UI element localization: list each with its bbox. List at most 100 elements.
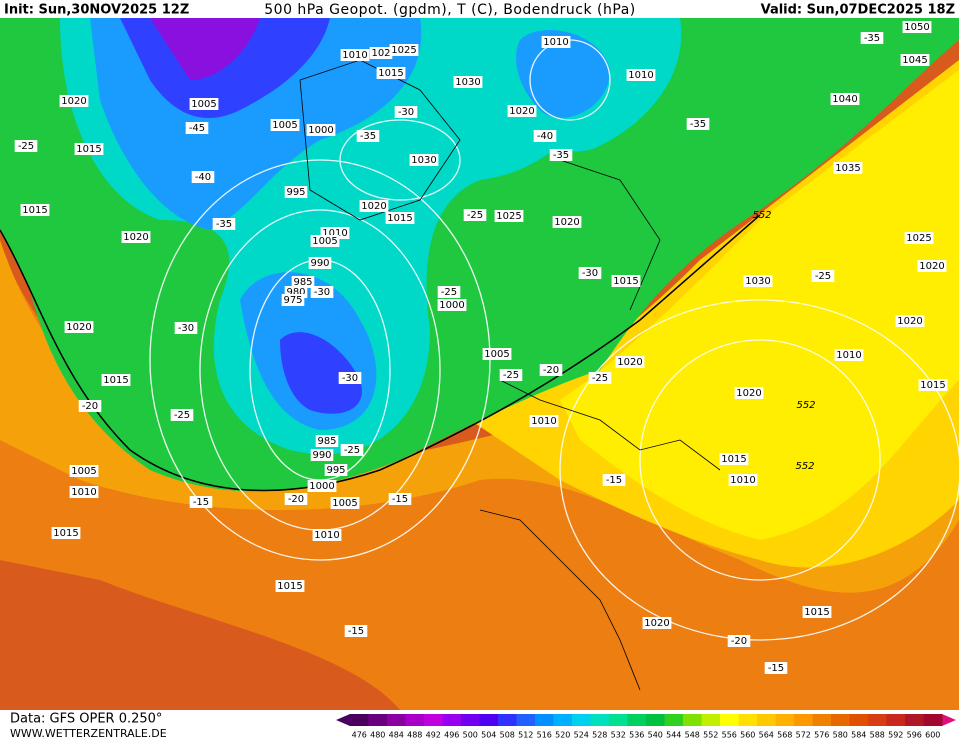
isobar-label: 102 bbox=[371, 48, 390, 59]
temperatures-label-bg bbox=[727, 635, 751, 647]
temperature-label: -35 bbox=[690, 119, 706, 130]
map-labels: 1010 102 102510151030101010101050104510401… bbox=[14, 21, 948, 674]
scale-cell bbox=[905, 714, 924, 726]
isobar-label: 1015 bbox=[387, 213, 412, 224]
isobars-label-bg bbox=[389, 44, 419, 56]
scale-cell bbox=[868, 714, 887, 726]
temperatures-label-bg bbox=[310, 286, 334, 298]
temperature-label: -40 bbox=[195, 172, 211, 183]
scale-label: 576 bbox=[814, 731, 829, 740]
isobars-label-bg bbox=[20, 204, 50, 216]
scale-cell bbox=[609, 714, 628, 726]
isobars-label-bg bbox=[552, 216, 582, 228]
color-scale: 476 480 484 488 492 496 500 504 508 512 516 520 524 5… bbox=[336, 714, 956, 740]
isobars-label-bg bbox=[900, 54, 930, 66]
site-name: WWW.WETTERZENTRALE.DE bbox=[10, 727, 167, 740]
isobars-label-bg bbox=[101, 374, 131, 386]
temperature-label: -25 bbox=[344, 445, 360, 456]
isobar-label: 1005 bbox=[191, 99, 216, 110]
temperatures-label-bg bbox=[170, 409, 194, 421]
temperatures-label-bg bbox=[284, 493, 308, 505]
isobars-label-bg bbox=[833, 162, 863, 174]
isobar-label: 1010 bbox=[836, 350, 861, 361]
temperatures-label-bg bbox=[14, 140, 38, 152]
isobars-label-bg bbox=[306, 124, 336, 136]
isobar-label: 1020 bbox=[361, 201, 386, 212]
isobar-label: 1015 bbox=[103, 375, 128, 386]
scale-cell bbox=[516, 714, 536, 726]
scale-label: 600 bbox=[925, 731, 940, 740]
isobar-label: 985 bbox=[293, 277, 312, 288]
scale-cell bbox=[590, 714, 610, 726]
temperature-label: -25 bbox=[18, 141, 34, 152]
isobar-label: 1015 bbox=[378, 68, 403, 79]
temperatures-label-bg bbox=[174, 322, 198, 334]
isobar-label: 975 bbox=[283, 295, 302, 306]
temperature-label: -45 bbox=[189, 123, 205, 134]
temperatures-label-bg bbox=[602, 474, 626, 486]
scale-label: 536 bbox=[629, 731, 644, 740]
isobar-label: 985 bbox=[317, 436, 336, 447]
isobar-label: 1000 bbox=[308, 125, 333, 136]
temperature-label: -30 bbox=[582, 268, 598, 279]
isobar-label: 1010 bbox=[342, 50, 367, 61]
isobar-label: 990 bbox=[310, 258, 329, 269]
isobars-label-bg bbox=[728, 474, 758, 486]
isobar-label: 1020 bbox=[66, 322, 91, 333]
temperatures-label-bg bbox=[185, 122, 209, 134]
isobars-label-bg bbox=[330, 497, 360, 509]
temperature-label: -25 bbox=[592, 373, 608, 384]
isobar-label: 1010 bbox=[543, 37, 568, 48]
scale-cell bbox=[535, 714, 554, 726]
scale-cell bbox=[405, 714, 425, 726]
scale-arrow-left bbox=[336, 714, 350, 726]
scale-label: 544 bbox=[666, 731, 681, 740]
isobars-label-bg bbox=[409, 154, 439, 166]
temperature-label: -15 bbox=[606, 475, 622, 486]
isobar-label: 1005 bbox=[71, 466, 96, 477]
isobar-label: 1050 bbox=[904, 22, 929, 33]
scale-cell bbox=[720, 714, 739, 726]
scale-cell bbox=[923, 714, 943, 726]
scale-cell bbox=[627, 714, 647, 726]
temperatures-label-bg bbox=[463, 209, 487, 221]
isobars-label-bg bbox=[904, 232, 934, 244]
isobar-label: 1020 bbox=[509, 106, 534, 117]
scale-label: 572 bbox=[796, 731, 811, 740]
isobars-label-bg bbox=[270, 119, 300, 131]
isobars-label-bg bbox=[507, 105, 537, 117]
isobars-label-bg bbox=[719, 453, 749, 465]
isobars-label-bg bbox=[359, 200, 389, 212]
valid-time: Valid: Sun,07DEC2025 18Z bbox=[761, 3, 955, 18]
scale-label: 556 bbox=[722, 731, 737, 740]
isobars-label-bg bbox=[541, 36, 571, 48]
isobars-label-bg bbox=[918, 379, 948, 391]
scale-cell bbox=[701, 714, 721, 726]
scale-label: 580 bbox=[833, 731, 848, 740]
temperature-label: -35 bbox=[216, 219, 232, 230]
scale-cell bbox=[831, 714, 850, 726]
temperatures-label-bg bbox=[356, 130, 380, 142]
isobars-label-bg bbox=[482, 348, 512, 360]
scale-label: 492 bbox=[426, 731, 441, 740]
temperature-label: -15 bbox=[768, 663, 784, 674]
temperatures-label-bg bbox=[437, 286, 461, 298]
scale-label: 508 bbox=[500, 731, 515, 740]
isobar-label: 1015 bbox=[76, 144, 101, 155]
scale-label: 480 bbox=[370, 731, 385, 740]
isobars-label-bg bbox=[734, 387, 764, 399]
scale-label: 584 bbox=[851, 731, 866, 740]
scale-cell bbox=[572, 714, 591, 726]
isobars-label-bg bbox=[385, 212, 415, 224]
temperature-label: -35 bbox=[864, 33, 880, 44]
isobars-label-bg bbox=[291, 276, 315, 288]
scale-label: 520 bbox=[555, 731, 570, 740]
scale-cell bbox=[794, 714, 813, 726]
isobar-label: 1005 bbox=[484, 349, 509, 360]
isobar-label: 1000 bbox=[439, 300, 464, 311]
scale-cell bbox=[757, 714, 776, 726]
scale-label: 516 bbox=[537, 731, 552, 740]
isobar-label: 1020 bbox=[919, 261, 944, 272]
isobar-label: 1025 bbox=[906, 233, 931, 244]
